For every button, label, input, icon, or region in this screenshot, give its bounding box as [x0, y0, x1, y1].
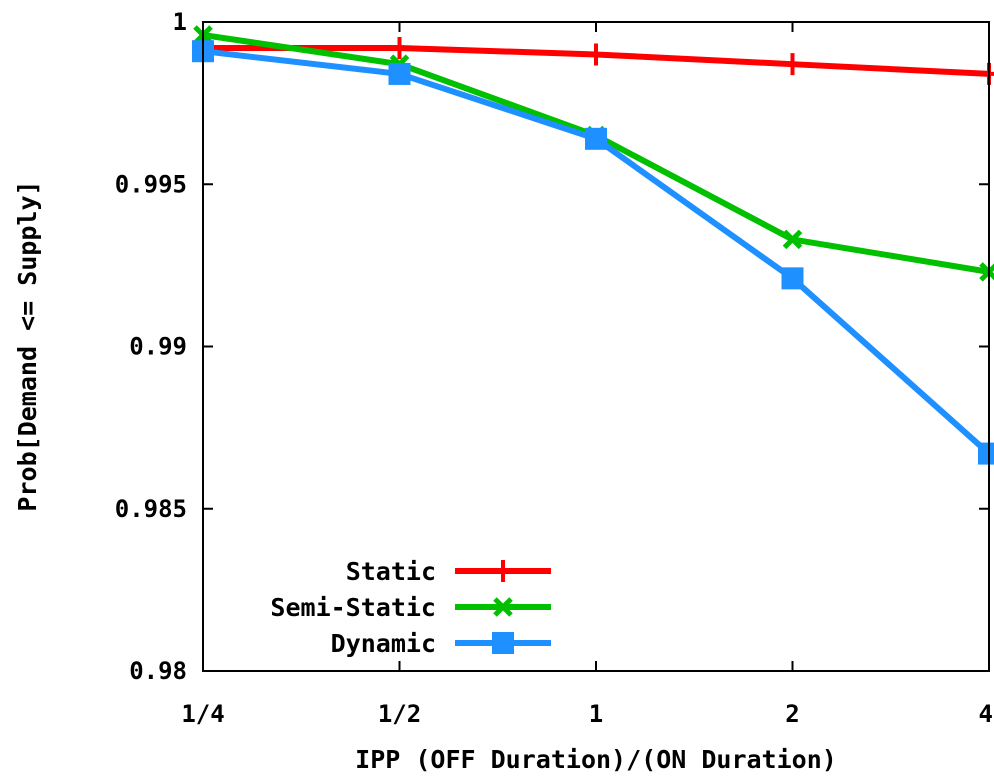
x-axis-label: IPP (OFF Duration)/(ON Duration) — [355, 745, 837, 774]
legend-label-static: Static — [346, 557, 436, 586]
dynamic-data-point — [585, 127, 607, 150]
legend-marker-dynamic — [492, 632, 514, 654]
x-tick-label: 1/2 — [378, 700, 421, 728]
static-data-point — [585, 43, 607, 66]
legend-label-semi-static: Semi-Static — [270, 593, 436, 622]
y-axis-label: Prob[Demand <= Supply] — [13, 180, 42, 511]
x-tick-label: 1 — [589, 700, 603, 728]
x-tick-label: 1/4 — [181, 700, 224, 728]
legend-marker-semi-static — [493, 597, 513, 617]
dynamic-data-point — [388, 62, 411, 85]
static-data-point — [388, 36, 411, 59]
dynamic-data-point — [978, 442, 994, 465]
legend-marker-static — [492, 560, 514, 582]
y-tick-label: 0.98 — [129, 657, 187, 685]
static-data-point — [781, 53, 804, 76]
x-tick-label: 4 — [979, 700, 993, 728]
y-tick-label: 0.985 — [115, 495, 187, 523]
y-tick-label: 1 — [173, 8, 187, 36]
legend-label-dynamic: Dynamic — [331, 629, 436, 658]
legend: Static Semi-Static Dynamic — [270, 557, 551, 658]
semi-static-data-point — [782, 229, 803, 250]
static-data-point — [978, 62, 994, 85]
axis-ticks: 0.98 0.985 0.99 0.995 1 1/4 1/2 1 2 4 — [115, 8, 993, 728]
y-tick-label: 0.995 — [115, 170, 187, 198]
dynamic-data-point — [781, 267, 804, 290]
plot-marks — [192, 25, 994, 465]
y-tick-label: 0.99 — [129, 333, 187, 361]
x-tick-label: 2 — [785, 700, 799, 728]
